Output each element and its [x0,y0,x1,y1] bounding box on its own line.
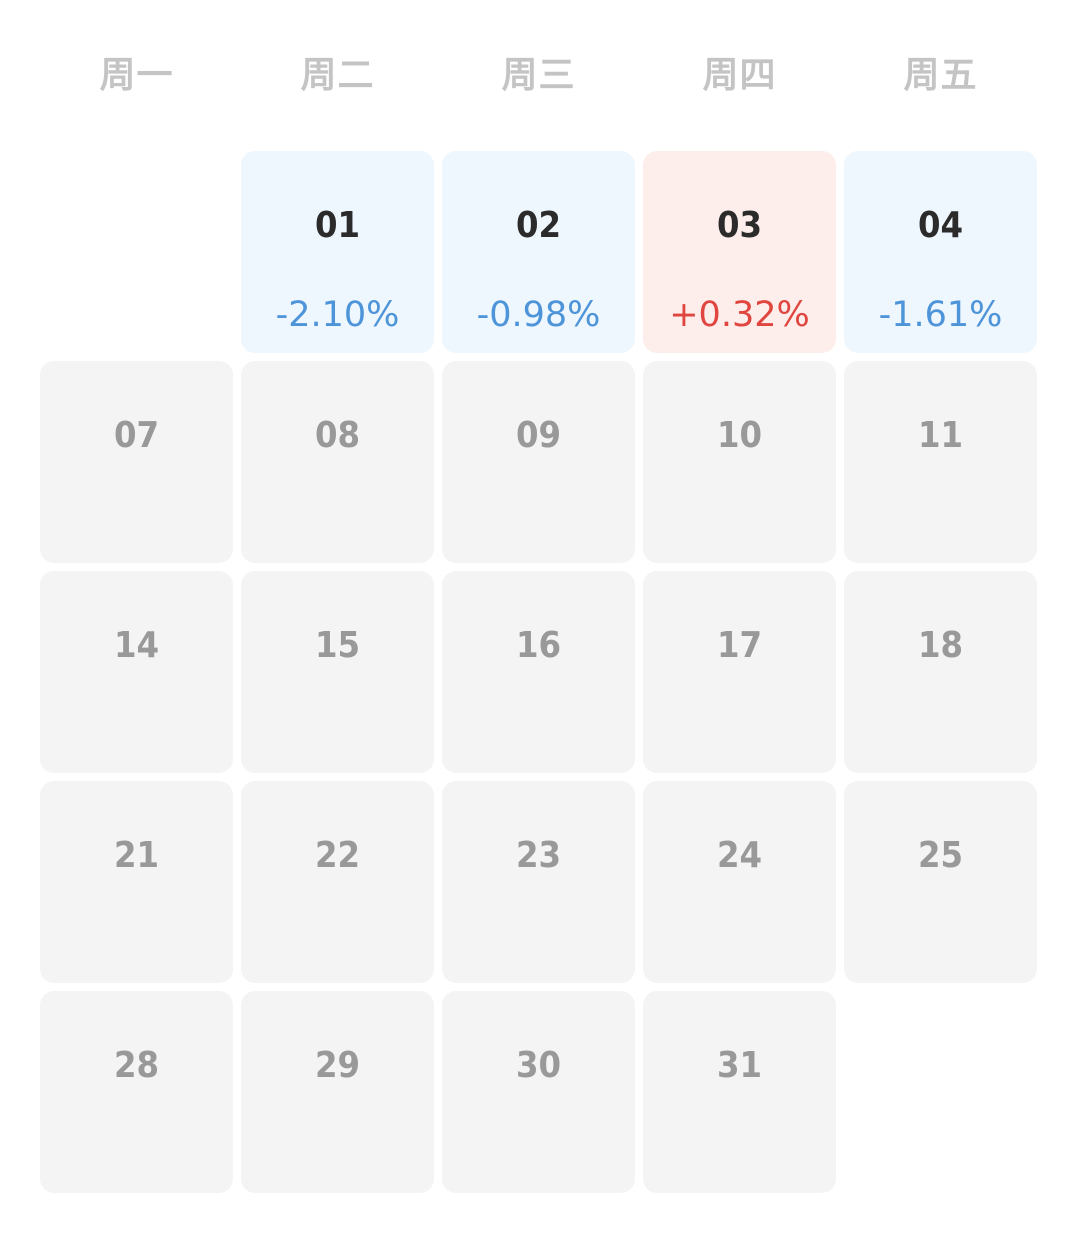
day-change: +0.32% [669,295,810,335]
day-number: 25 [917,835,964,876]
day-number: 09 [515,415,562,456]
calendar-day-cell[interactable]: 24 [643,781,836,983]
calendar-day-cell[interactable]: 21 [40,781,233,983]
calendar-day-cell[interactable]: 28 [40,991,233,1193]
weekday-label-thu: 周四 [702,55,777,96]
calendar-day-cell[interactable]: 07 [40,361,233,563]
day-number: 16 [515,625,562,666]
day-number: 07 [113,415,160,456]
calendar-day-cell[interactable]: 15 [241,571,434,773]
calendar-day-cell[interactable]: 23 [442,781,635,983]
day-number: 18 [917,625,964,666]
day-number: 24 [716,835,763,876]
calendar-day-cell[interactable]: 16 [442,571,635,773]
day-number: 11 [917,415,964,456]
calendar-day-cell[interactable]: 17 [643,571,836,773]
calendar-day-cell[interactable]: 04 -1.61% [844,151,1037,353]
day-number: 03 [716,205,763,246]
calendar-day-cell[interactable]: 08 [241,361,434,563]
day-number: 08 [314,415,361,456]
calendar-day-cell[interactable]: 14 [40,571,233,773]
day-number: 10 [716,415,763,456]
day-number: 01 [314,205,361,246]
calendar-day-cell[interactable]: 10 [643,361,836,563]
calendar-grid: 01 -2.10% 02 -0.98% 03 +0.32% 04 -1.61% … [40,151,1040,1193]
day-change: -1.61% [878,295,1003,335]
calendar-day-cell[interactable]: 29 [241,991,434,1193]
day-change: -0.98% [476,295,601,335]
calendar-day-cell[interactable]: 02 -0.98% [442,151,635,353]
weekday-label-tue: 周二 [300,55,375,96]
day-number: 31 [716,1045,763,1086]
calendar-day-cell[interactable]: 03 +0.32% [643,151,836,353]
day-number: 15 [314,625,361,666]
weekday-label-wed: 周三 [501,55,576,96]
weekday-label-mon: 周一 [99,55,174,96]
calendar-empty-cell [40,151,233,353]
weekday-header: 周一 周二 周三 周四 周五 [40,40,1040,104]
day-number: 30 [515,1045,562,1086]
weekday-label-fri: 周五 [903,55,978,96]
calendar-day-cell[interactable]: 01 -2.10% [241,151,434,353]
calendar-empty-cell [844,991,1037,1193]
day-change: -2.10% [275,295,400,335]
day-number: 14 [113,625,160,666]
day-number: 22 [314,835,361,876]
calendar-day-cell[interactable]: 22 [241,781,434,983]
day-number: 02 [515,205,562,246]
day-number: 21 [113,835,160,876]
day-number: 17 [716,625,763,666]
day-number: 29 [314,1045,361,1086]
calendar-day-cell[interactable]: 11 [844,361,1037,563]
calendar-day-cell[interactable]: 09 [442,361,635,563]
calendar-day-cell[interactable]: 31 [643,991,836,1193]
calendar-day-cell[interactable]: 30 [442,991,635,1193]
day-number: 23 [515,835,562,876]
calendar-day-cell[interactable]: 18 [844,571,1037,773]
day-number: 28 [113,1045,160,1086]
calendar-day-cell[interactable]: 25 [844,781,1037,983]
day-number: 04 [917,205,964,246]
